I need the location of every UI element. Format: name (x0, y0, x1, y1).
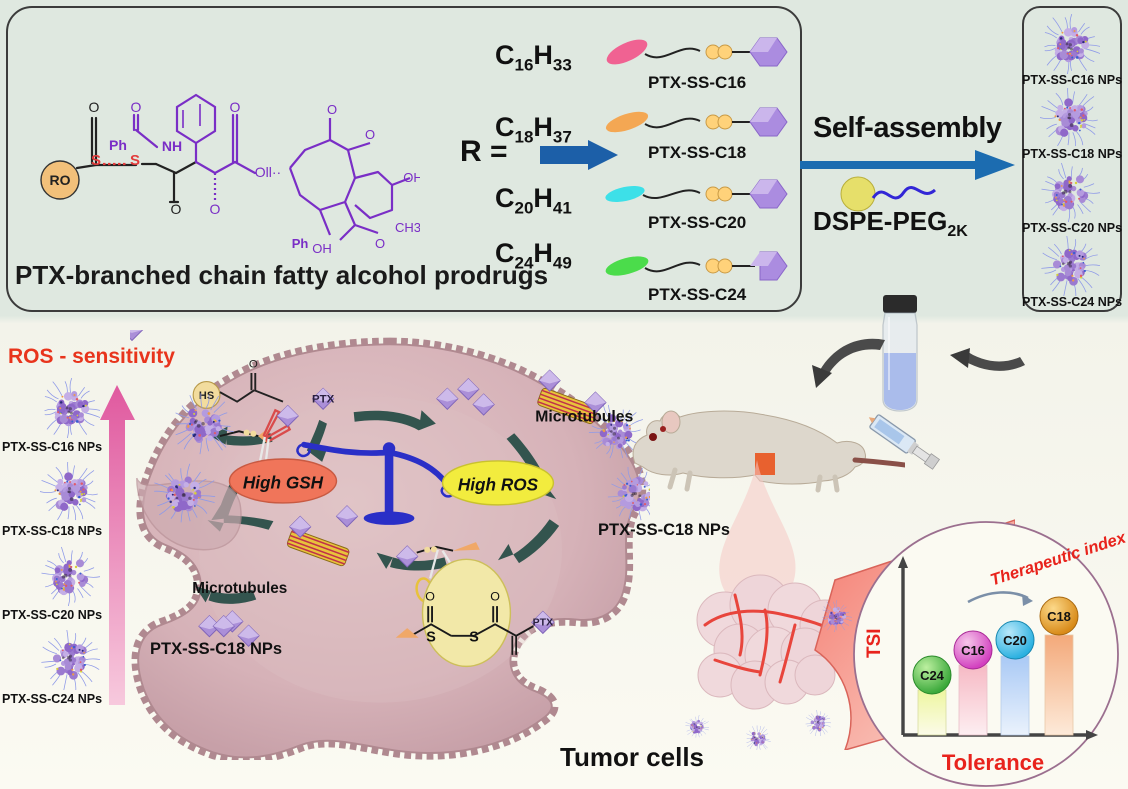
svg-text:OH: OH (312, 241, 332, 256)
svg-text:S: S (130, 152, 140, 169)
svg-text:TSI: TSI (864, 628, 885, 658)
svg-text:NH: NH (162, 138, 182, 154)
svg-text:CH3: CH3 (395, 220, 420, 235)
svg-text:O: O (425, 589, 435, 603)
svg-text:PTX: PTX (312, 394, 335, 406)
svg-text:OH: OH (403, 170, 420, 185)
svg-text:O: O (365, 127, 375, 142)
svg-text:C24: C24 (920, 668, 945, 683)
svg-text:O: O (327, 102, 337, 117)
svg-text:C16: C16 (961, 643, 985, 658)
svg-text:O: O (131, 99, 142, 115)
svg-text:O: O (89, 99, 100, 115)
svg-text:S: S (91, 152, 101, 169)
svg-text:O: O (230, 99, 241, 115)
svg-text:Ph: Ph (109, 137, 127, 153)
svg-text:S: S (469, 630, 479, 646)
svg-text:High ROS: High ROS (458, 475, 539, 495)
svg-text:Microtubules: Microtubules (192, 580, 287, 597)
svg-text:C18: C18 (1047, 609, 1071, 624)
svg-text:Tolerance: Tolerance (942, 750, 1044, 775)
svg-text:O: O (249, 358, 258, 370)
svg-text:O: O (490, 589, 500, 603)
svg-text:O: O (210, 201, 221, 217)
svg-text:S: S (426, 630, 436, 646)
svg-text:Oll··: Oll·· (255, 164, 281, 180)
svg-text:Ph: Ph (292, 236, 309, 251)
svg-text:RO: RO (50, 172, 71, 188)
svg-text:O: O (171, 201, 182, 217)
svg-text:PTX: PTX (533, 616, 553, 628)
svg-text:C20: C20 (1003, 633, 1027, 648)
svg-text:O: O (375, 236, 385, 251)
svg-text:High GSH: High GSH (243, 473, 324, 493)
